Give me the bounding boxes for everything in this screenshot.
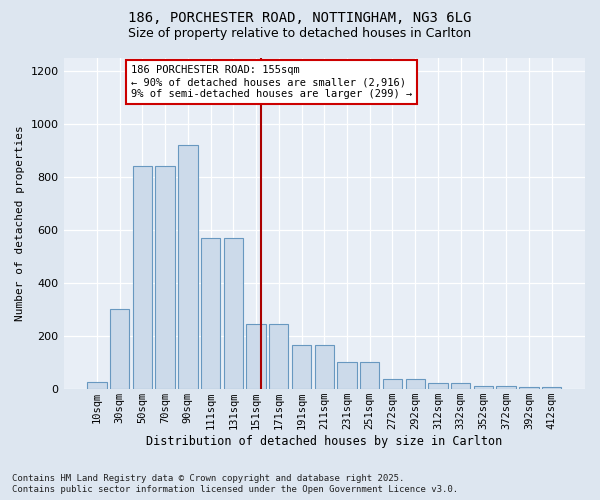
- Text: 186, PORCHESTER ROAD, NOTTINGHAM, NG3 6LG: 186, PORCHESTER ROAD, NOTTINGHAM, NG3 6L…: [128, 12, 472, 26]
- Bar: [178, 145, 197, 388]
- Bar: [337, 362, 356, 388]
- Bar: [110, 309, 130, 388]
- Bar: [383, 380, 402, 388]
- Y-axis label: Number of detached properties: Number of detached properties: [15, 125, 25, 321]
- Bar: [201, 238, 220, 388]
- X-axis label: Distribution of detached houses by size in Carlton: Distribution of detached houses by size …: [146, 434, 502, 448]
- Bar: [224, 238, 243, 388]
- Text: Contains HM Land Registry data © Crown copyright and database right 2025.
Contai: Contains HM Land Registry data © Crown c…: [12, 474, 458, 494]
- Bar: [474, 386, 493, 388]
- Bar: [360, 362, 379, 388]
- Bar: [451, 384, 470, 388]
- Bar: [87, 382, 107, 388]
- Text: Size of property relative to detached houses in Carlton: Size of property relative to detached ho…: [128, 28, 472, 40]
- Bar: [496, 386, 516, 388]
- Bar: [269, 324, 289, 388]
- Bar: [133, 166, 152, 388]
- Bar: [314, 345, 334, 389]
- Text: 186 PORCHESTER ROAD: 155sqm
← 90% of detached houses are smaller (2,916)
9% of s: 186 PORCHESTER ROAD: 155sqm ← 90% of det…: [131, 66, 412, 98]
- Bar: [428, 384, 448, 388]
- Bar: [155, 166, 175, 388]
- Bar: [247, 324, 266, 388]
- Bar: [406, 380, 425, 388]
- Bar: [292, 345, 311, 389]
